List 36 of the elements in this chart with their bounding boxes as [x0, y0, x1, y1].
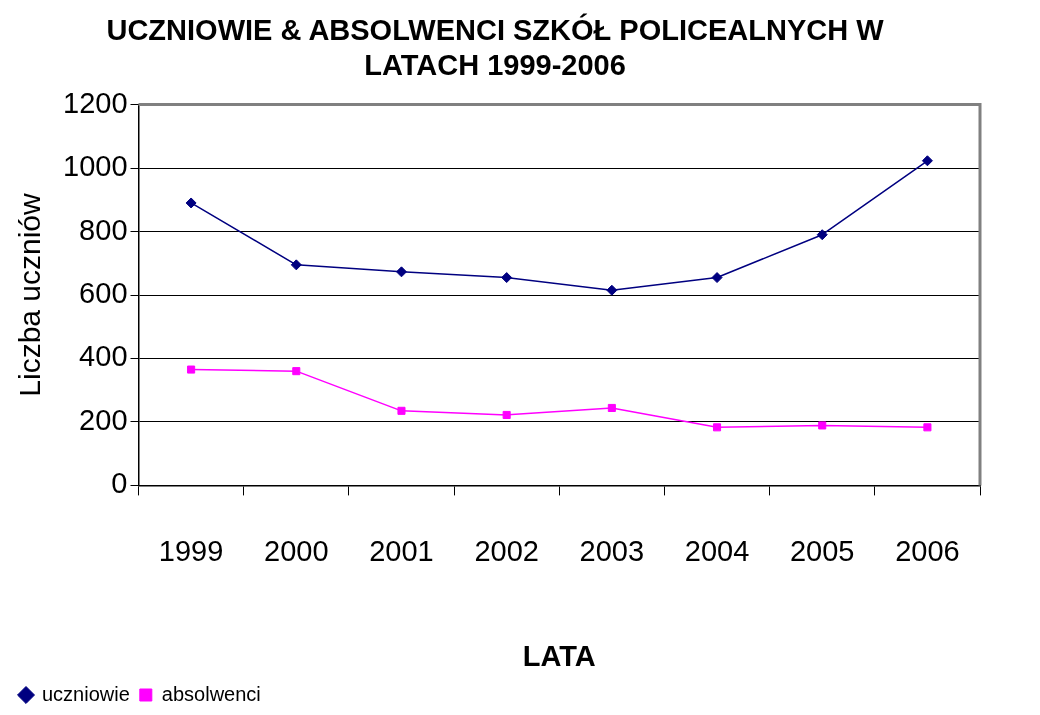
- x-axis-title: LATA: [522, 639, 596, 672]
- y-tick-label: 600: [79, 277, 128, 309]
- legend-label: uczniowie: [42, 682, 130, 705]
- y-tick-label: 0: [111, 467, 128, 500]
- x-tick-label: 2003: [579, 534, 645, 567]
- x-tick-label: 2002: [474, 534, 539, 567]
- point: [923, 423, 932, 432]
- x-tick-label: 2001: [369, 534, 434, 567]
- y-tick-label: 1000: [63, 150, 128, 183]
- point: [921, 155, 933, 167]
- y-tick-label: 400: [79, 340, 128, 373]
- point: [187, 365, 196, 374]
- y-axis-title: Liczba uczniów: [13, 192, 47, 397]
- y-tick-label: 200: [79, 403, 128, 436]
- point: [290, 259, 302, 271]
- point: [818, 421, 827, 430]
- x-tick-label: 2006: [895, 534, 960, 567]
- point: [502, 410, 511, 419]
- point: [606, 284, 618, 296]
- point: [501, 272, 513, 284]
- chart-title: UCZNIOWIE & ABSOLWENCI SZKÓŁ POLICEALNYCH W LATACH 1999-2006: [106, 13, 885, 82]
- point: [816, 229, 828, 241]
- legend-label: absolwenci: [161, 682, 261, 705]
- x-tick-label: 1999: [158, 534, 224, 567]
- point: [607, 403, 616, 413]
- x-tick-label: 2004: [684, 534, 750, 567]
- y-tick-label: 800: [79, 213, 128, 246]
- point: [713, 423, 722, 432]
- point: [395, 266, 407, 278]
- point: [185, 197, 197, 209]
- point: [711, 272, 723, 284]
- y-tick-label: 1200: [63, 86, 128, 119]
- point: [292, 367, 301, 376]
- x-tick-label: 2000: [264, 534, 329, 567]
- x-tick-label: 2005: [789, 534, 855, 567]
- point: [397, 406, 406, 415]
